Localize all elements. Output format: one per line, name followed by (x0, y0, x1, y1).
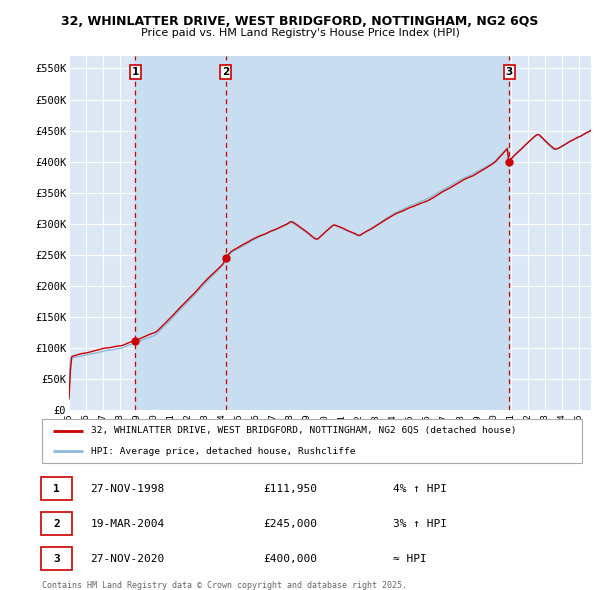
Text: Price paid vs. HM Land Registry's House Price Index (HPI): Price paid vs. HM Land Registry's House … (140, 28, 460, 38)
Bar (226, 56, 509, 410)
Text: 1: 1 (53, 484, 60, 494)
Text: 3% ↑ HPI: 3% ↑ HPI (393, 519, 447, 529)
Text: 27-NOV-2020: 27-NOV-2020 (91, 553, 165, 563)
Text: ≈ HPI: ≈ HPI (393, 553, 427, 563)
Text: 32, WHINLATTER DRIVE, WEST BRIDGFORD, NOTTINGHAM, NG2 6QS (detached house): 32, WHINLATTER DRIVE, WEST BRIDGFORD, NO… (91, 427, 516, 435)
FancyBboxPatch shape (41, 512, 72, 535)
Text: 19-MAR-2004: 19-MAR-2004 (91, 519, 165, 529)
Text: £111,950: £111,950 (263, 484, 317, 494)
Text: 4% ↑ HPI: 4% ↑ HPI (393, 484, 447, 494)
Text: 3: 3 (53, 553, 60, 563)
FancyBboxPatch shape (41, 477, 72, 500)
Text: 2: 2 (222, 67, 229, 77)
Text: 3: 3 (506, 67, 513, 77)
FancyBboxPatch shape (41, 547, 72, 570)
Text: £400,000: £400,000 (263, 553, 317, 563)
Bar (136, 56, 226, 410)
Text: 1: 1 (131, 67, 139, 77)
Text: 2: 2 (53, 519, 60, 529)
Text: £245,000: £245,000 (263, 519, 317, 529)
Text: HPI: Average price, detached house, Rushcliffe: HPI: Average price, detached house, Rush… (91, 447, 355, 455)
Text: 32, WHINLATTER DRIVE, WEST BRIDGFORD, NOTTINGHAM, NG2 6QS: 32, WHINLATTER DRIVE, WEST BRIDGFORD, NO… (61, 15, 539, 28)
Text: 27-NOV-1998: 27-NOV-1998 (91, 484, 165, 494)
Text: Contains HM Land Registry data © Crown copyright and database right 2025.: Contains HM Land Registry data © Crown c… (42, 581, 407, 590)
